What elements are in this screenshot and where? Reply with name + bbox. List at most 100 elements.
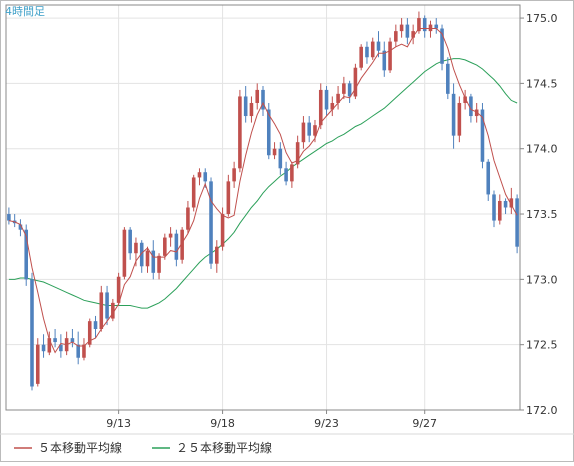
candle-body xyxy=(486,161,491,195)
candle-body xyxy=(35,344,40,384)
candle-body xyxy=(7,214,11,221)
candle xyxy=(417,11,421,34)
candle xyxy=(446,57,450,100)
candle-body xyxy=(122,229,127,277)
candle-body xyxy=(382,50,387,71)
candle xyxy=(405,18,410,45)
candle-body xyxy=(255,89,260,103)
candle xyxy=(87,318,92,348)
candle-body xyxy=(128,229,132,254)
candle xyxy=(116,272,121,306)
candle xyxy=(388,37,392,73)
candle xyxy=(451,83,456,149)
ma25-layer xyxy=(8,58,518,309)
candle xyxy=(191,174,196,212)
candle-body xyxy=(336,93,340,103)
candle-body xyxy=(47,338,52,353)
candle-body xyxy=(515,198,519,247)
candle xyxy=(474,102,479,123)
candle-body xyxy=(272,148,277,156)
candle xyxy=(105,285,109,326)
candle-body xyxy=(474,109,479,117)
candle-body xyxy=(203,172,208,182)
candle xyxy=(463,89,467,110)
x-tick-label: 9/23 xyxy=(314,417,339,430)
candle-body xyxy=(186,207,190,230)
candle xyxy=(307,116,311,143)
candle-body xyxy=(134,242,138,254)
candle xyxy=(255,83,260,110)
candle-body xyxy=(480,109,485,162)
candle xyxy=(151,240,156,280)
candle xyxy=(128,227,132,260)
candle xyxy=(24,224,29,286)
candle-body xyxy=(417,18,421,32)
candle xyxy=(330,96,335,117)
candle xyxy=(347,80,352,103)
candle-body xyxy=(145,250,150,267)
candle xyxy=(53,329,57,348)
candle-body xyxy=(249,102,254,117)
candle xyxy=(59,334,63,358)
candle-body xyxy=(394,31,398,42)
candle xyxy=(99,285,104,332)
legend-label: ５本移動平均線 xyxy=(38,440,122,455)
legend: ５本移動平均線 ２５本移動平均線 xyxy=(0,433,574,455)
candle-body xyxy=(365,46,369,58)
candle xyxy=(35,338,40,387)
candle-body xyxy=(353,67,358,97)
candle-body xyxy=(405,24,410,38)
y-tick-label: 173.0 xyxy=(526,273,558,286)
candle-body xyxy=(163,237,167,256)
candle-body xyxy=(434,24,439,29)
candle xyxy=(238,89,242,173)
candle xyxy=(30,272,34,391)
candle xyxy=(370,37,375,60)
candle xyxy=(82,338,86,361)
candle-body xyxy=(82,344,86,358)
chart-title: 4時間足 xyxy=(5,5,45,18)
candle-body xyxy=(463,96,467,103)
candle-body xyxy=(290,164,294,182)
candle xyxy=(486,159,491,201)
candle-body xyxy=(30,279,34,387)
candle-body xyxy=(232,168,236,182)
candle xyxy=(76,331,80,365)
candle-body xyxy=(295,142,300,165)
candle xyxy=(163,233,167,260)
ma5-line xyxy=(8,28,518,354)
candle-body xyxy=(422,18,427,32)
candle-body xyxy=(70,338,75,343)
candle xyxy=(215,240,219,273)
candle xyxy=(422,15,427,38)
candle xyxy=(261,86,265,117)
candle xyxy=(41,334,46,358)
candle-body xyxy=(446,63,450,94)
candle-layer xyxy=(7,11,519,391)
candle xyxy=(111,298,115,322)
candle xyxy=(318,83,323,130)
candle-body xyxy=(93,321,98,329)
candle xyxy=(249,96,254,123)
candle-body xyxy=(284,168,288,182)
candle-body xyxy=(243,96,248,117)
candle xyxy=(290,161,294,188)
candle-body xyxy=(428,24,433,32)
candle-body xyxy=(503,200,508,208)
candle-body xyxy=(411,31,415,38)
candle-body xyxy=(174,233,179,260)
candle xyxy=(394,24,398,47)
candle-body xyxy=(457,102,462,136)
candle-body xyxy=(301,122,306,143)
y-tick-label: 172.0 xyxy=(526,404,558,417)
candle xyxy=(301,116,306,149)
y-tick-label: 174.5 xyxy=(526,77,558,90)
candle xyxy=(226,174,231,217)
candle xyxy=(411,24,415,45)
candle-body xyxy=(497,200,502,221)
candle xyxy=(365,41,369,64)
candle xyxy=(278,142,283,175)
candle xyxy=(497,194,502,225)
